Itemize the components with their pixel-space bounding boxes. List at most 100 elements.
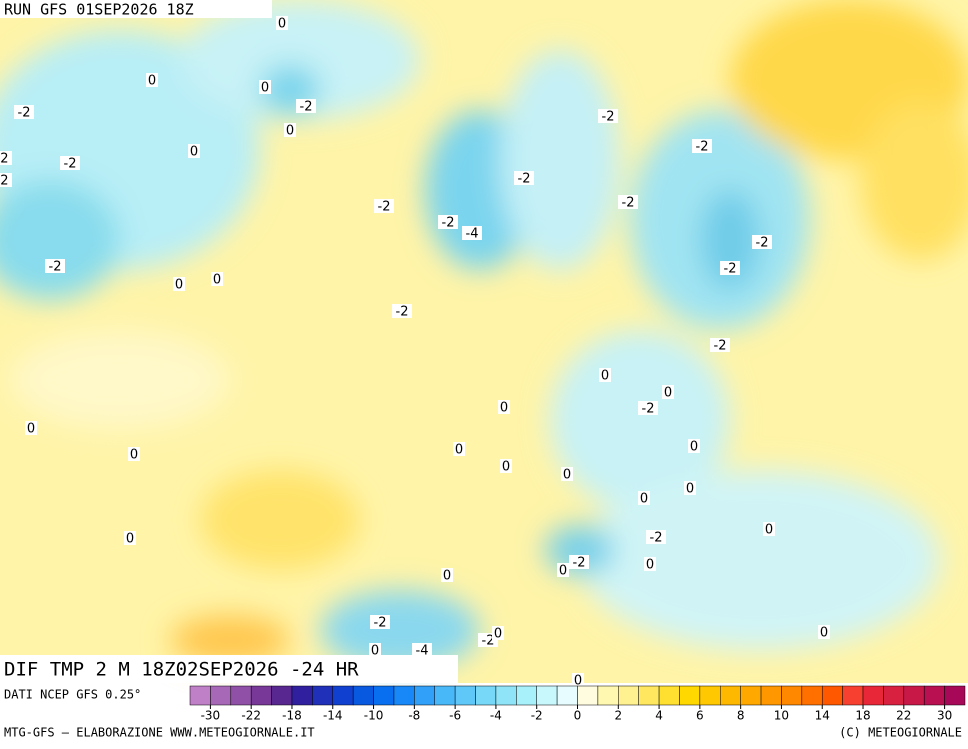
- contour-label-bg: [124, 531, 136, 545]
- contour-label-bg: [412, 643, 432, 657]
- colorbar-swatch: [781, 685, 803, 706]
- contour-label: 0: [190, 145, 198, 160]
- colorbar-swatch: [658, 685, 680, 706]
- contour-label: 0: [130, 448, 138, 463]
- contour-label: -2: [0, 174, 8, 189]
- contour-label-bg: [369, 643, 381, 657]
- colorbar-swatch: [903, 685, 925, 706]
- colorbar-tick-label: 2: [614, 709, 622, 723]
- contour-label: 0: [640, 492, 648, 507]
- colorbar-tick-label: 8: [737, 709, 745, 723]
- contour-label: -2: [18, 106, 31, 121]
- colorbar-swatch: [373, 685, 395, 706]
- contour-label-bg: [598, 109, 618, 123]
- colorbar-tick-label: -10: [364, 709, 384, 723]
- colorbar-swatch: [495, 685, 517, 706]
- contour-label-bg: [146, 73, 158, 87]
- contour-label: 0: [126, 532, 134, 547]
- run-box: [0, 0, 272, 18]
- contour-label: -2: [602, 110, 615, 125]
- contour-label-bg: [572, 673, 584, 687]
- contour-label: 0: [686, 482, 694, 497]
- contour-label-bg: [453, 442, 465, 456]
- contour-label: -2: [482, 634, 495, 649]
- colorbar-tick-label: 30: [937, 709, 952, 723]
- footer-left: MTG-GFS — ELABORAZIONE WWW.METEOGIORNALE…: [4, 726, 315, 740]
- contour-label-bg: [296, 99, 316, 113]
- source: DATI NCEP GFS 0.25°: [4, 688, 141, 702]
- colorbar-swatch: [862, 685, 884, 706]
- contour-label: -2: [0, 152, 8, 167]
- colorbar-swatch: [638, 685, 660, 706]
- colorbar-swatch: [475, 685, 497, 706]
- contour-label-bg: [276, 16, 288, 30]
- colorbar-swatch: [250, 685, 272, 706]
- colorbar-swatch: [210, 685, 232, 706]
- colorbar-swatch: [291, 685, 313, 706]
- contour-label: -2: [49, 260, 62, 275]
- contour-label: -2: [714, 339, 727, 354]
- colorbar-tick-label: 22: [896, 709, 911, 723]
- contour-label-bg: [720, 261, 740, 275]
- contour-label-bg: [500, 459, 512, 473]
- contour-label-bg: [646, 530, 666, 544]
- contour-label: 0: [820, 626, 828, 641]
- contour-label: -4: [466, 227, 479, 242]
- contour-label-bg: [561, 467, 573, 481]
- contour-label: 0: [664, 386, 672, 401]
- colorbar-tick-label: -30: [201, 709, 221, 723]
- contour-label: 0: [455, 443, 463, 458]
- map: 000-20-20-2-2-2-2-2-2-2-2-2-4-2-2-200-2-…: [0, 0, 968, 689]
- contour-label-bg: [763, 522, 775, 536]
- contour-label-bg: [688, 439, 700, 453]
- colorbar-tick-label: -8: [408, 709, 420, 723]
- contour-label: 0: [765, 523, 773, 538]
- contour-label: -2: [573, 556, 586, 571]
- contour-label: 0: [494, 627, 502, 642]
- colorbar-swatch: [536, 685, 558, 706]
- colorbar-swatch: [556, 685, 578, 706]
- contour-label-bg: [492, 626, 504, 640]
- contour-label: -2: [650, 531, 663, 546]
- contour-label-bg: [599, 368, 611, 382]
- contour-label: -2: [64, 157, 77, 172]
- contour-label-bg: [441, 568, 453, 582]
- contour-label: 0: [502, 460, 510, 475]
- contour-label-bg: [462, 226, 482, 240]
- contour-label-bg: [370, 615, 390, 629]
- contour-label-bg: [662, 385, 674, 399]
- contour-label: -2: [378, 200, 391, 215]
- contour-label-bg: [0, 151, 12, 165]
- colorbar-swatch: [332, 685, 354, 706]
- contour-label-bg: [498, 400, 510, 414]
- contour-label: 0: [500, 401, 508, 416]
- contour-label: 0: [175, 278, 183, 293]
- colorbar-swatch: [618, 685, 639, 706]
- colorbar: -30 -22 -18 -14 -10 -8 -6 -4 -2 0 2 4 6 8 10 14 18 22 30: [189, 685, 966, 723]
- contour-label: -4: [416, 644, 429, 659]
- contour-label: -2: [756, 236, 769, 251]
- contour-label: 0: [563, 468, 571, 483]
- contour-label-bg: [188, 144, 200, 158]
- colorbar-swatch: [312, 685, 334, 706]
- colorbar-swatch: [454, 685, 476, 706]
- contour-label-bg: [569, 555, 589, 569]
- colorbar-swatch: [434, 685, 456, 706]
- contour-label: 0: [443, 569, 451, 584]
- footer-right: (C) METEOGIORNALE: [839, 726, 962, 740]
- colorbar-tick-label: -22: [241, 709, 261, 723]
- contour-label-bg: [638, 401, 658, 415]
- contour-label-bg: [684, 481, 696, 495]
- contour-label-bg: [618, 195, 638, 209]
- contour-label: 0: [574, 674, 582, 689]
- contour-label-bg: [514, 171, 534, 185]
- colorbar-swatch: [271, 685, 293, 706]
- map-title: DIF TMP 2 M 18Z02SEP2026 -24 HR: [4, 659, 359, 681]
- colorbar-swatch: [720, 685, 741, 706]
- contour-label-bg: [211, 272, 223, 286]
- contour-label: 0: [261, 81, 269, 96]
- contour-label-bg: [374, 199, 394, 213]
- contour-label-bg: [45, 259, 65, 273]
- contour-label: 0: [286, 124, 294, 139]
